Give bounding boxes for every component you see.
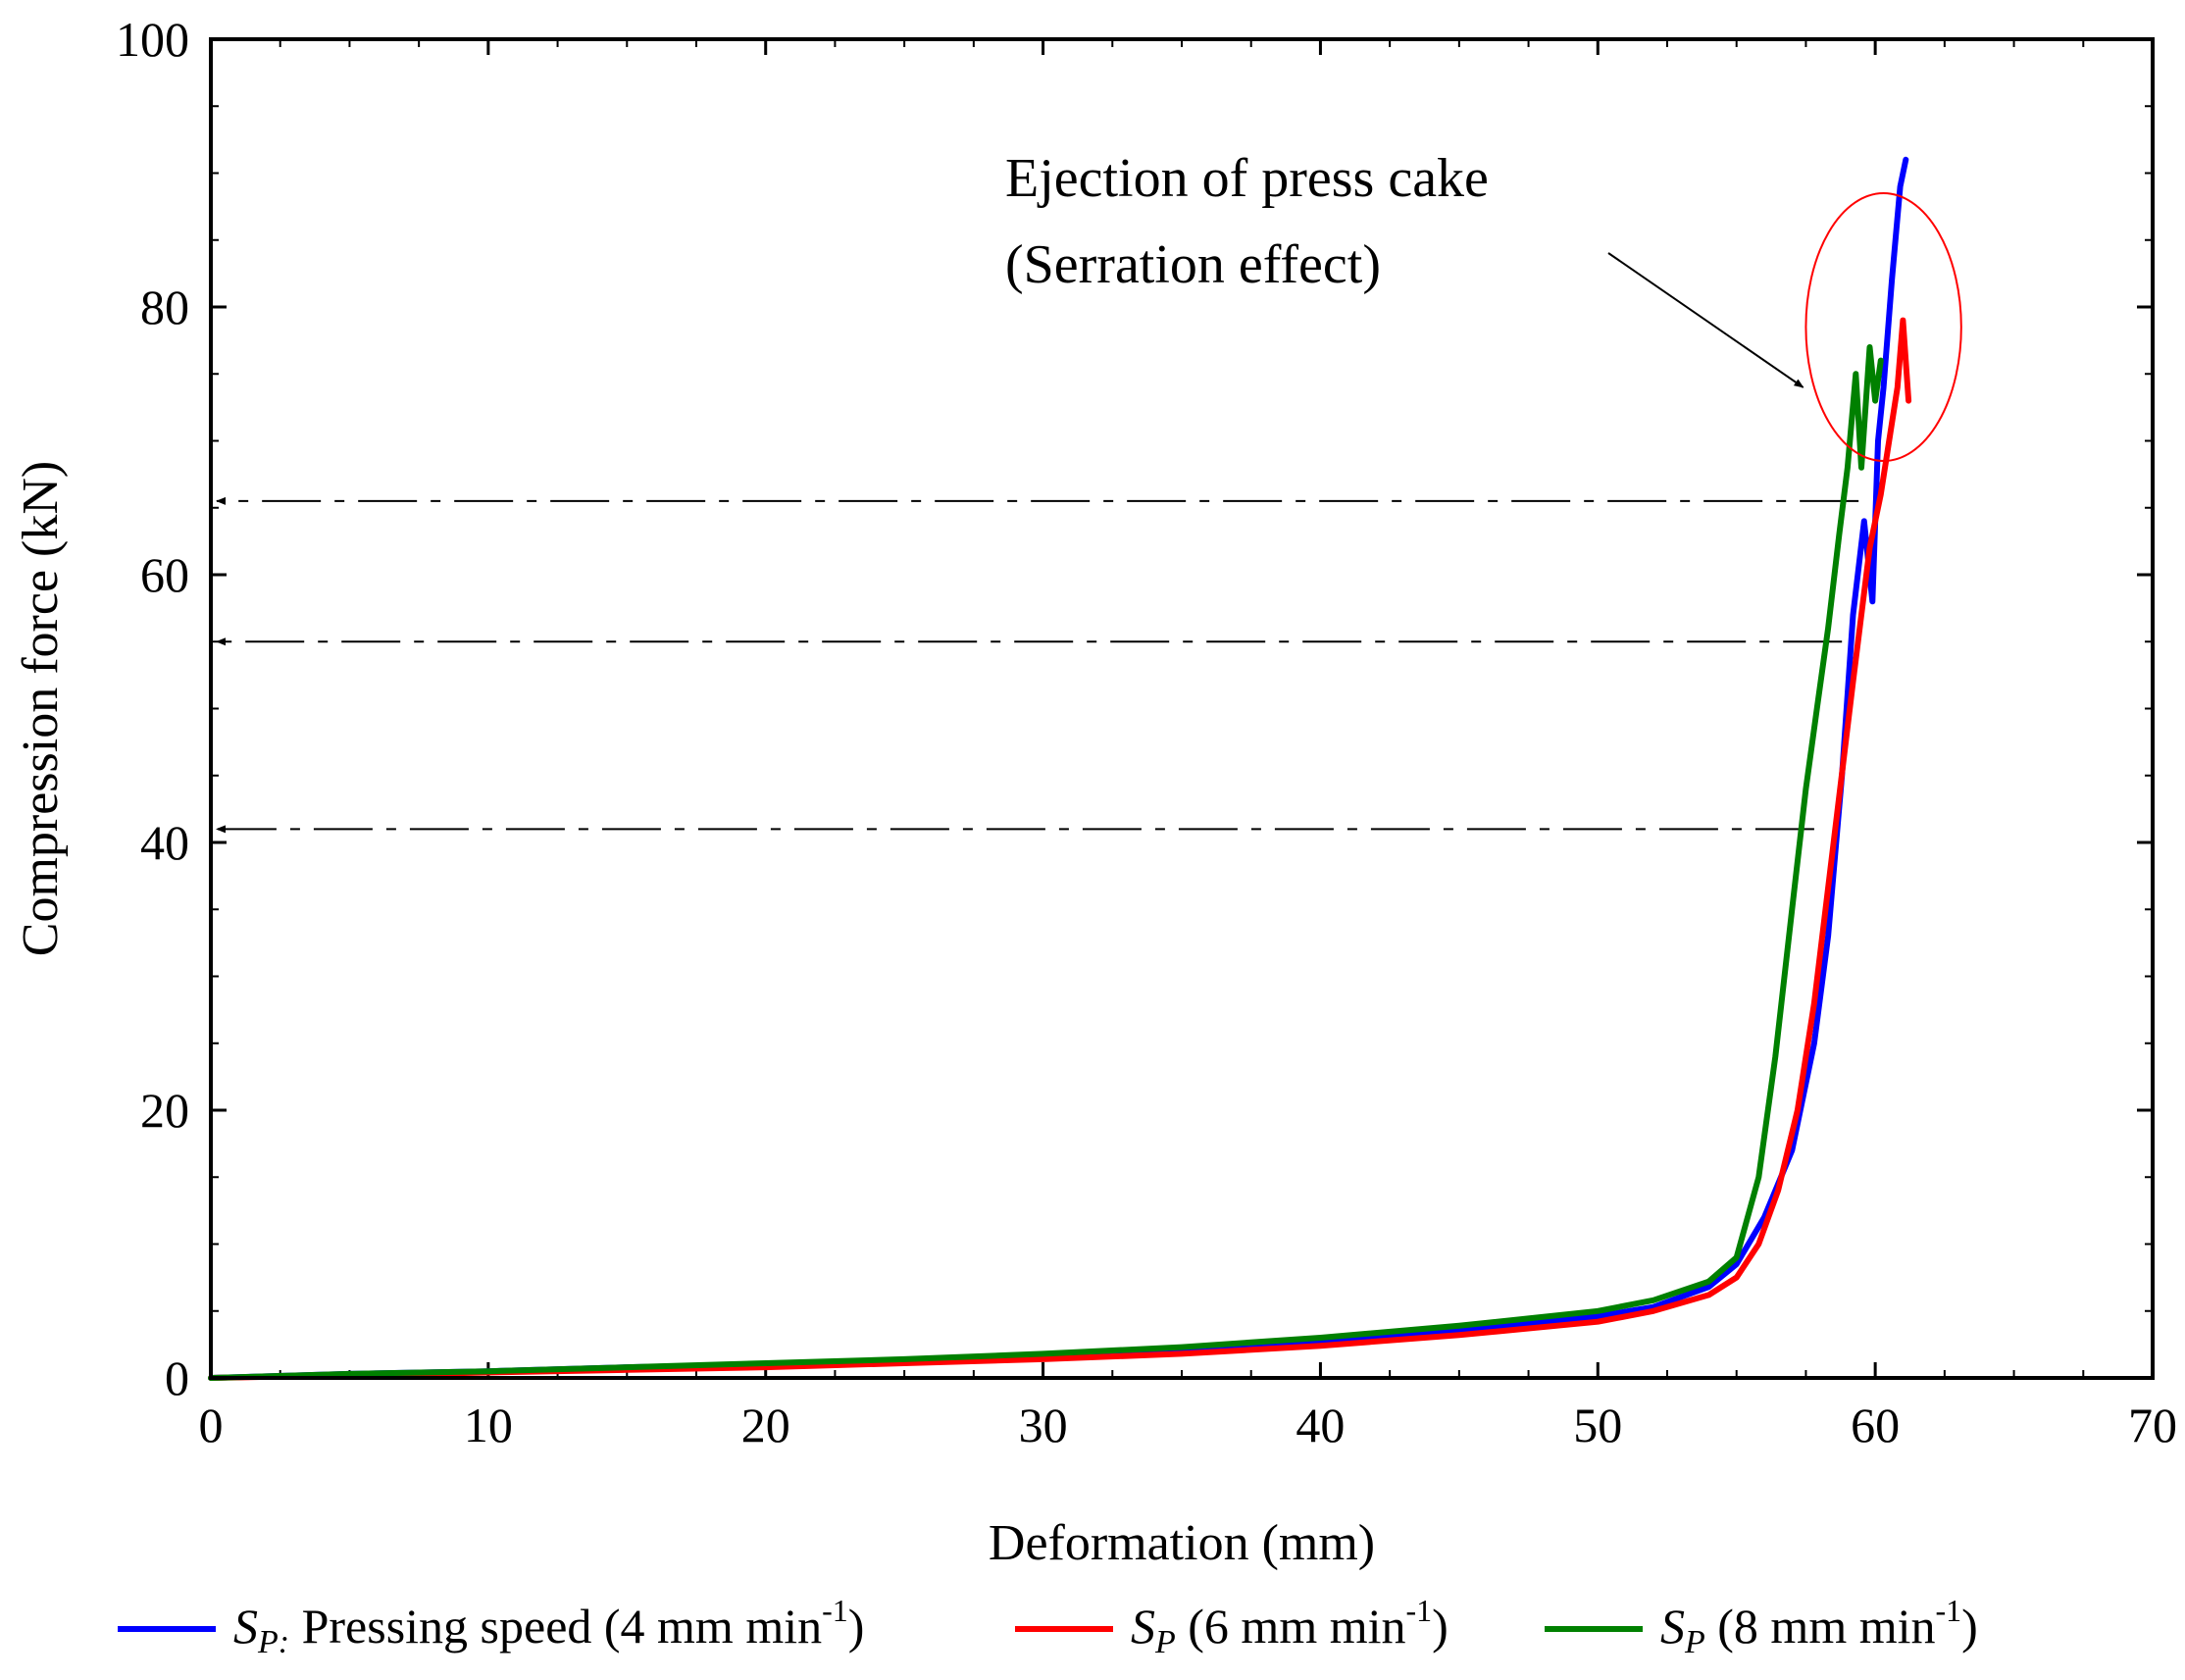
tick-labels: 0 10 20 30 40 50 60 70 0 20 40 60 80 100: [116, 12, 2177, 1452]
x-tick-label: 20: [741, 1398, 790, 1452]
legend: SP: Pressing speed (4 mm min-1) SP (6 mm …: [118, 1593, 1978, 1660]
annotation-arrow: [1607, 252, 1804, 388]
y-tick-label: 80: [140, 280, 189, 334]
legend-label: SP (6 mm min-1): [1131, 1593, 1448, 1660]
y-tick-label: 20: [140, 1083, 189, 1138]
highlight-ellipse: [1804, 191, 1962, 462]
plot-frame: [209, 37, 2155, 1380]
x-tick-label: 40: [1296, 1398, 1345, 1452]
x-tick-label: 30: [1019, 1398, 1068, 1452]
x-tick-label: 60: [1851, 1398, 1900, 1452]
x-tick-label: 0: [199, 1398, 224, 1452]
x-tick-label: 10: [464, 1398, 513, 1452]
y-tick-label: 60: [140, 547, 189, 602]
annotation: Ejection of press cake (Serration effect): [1005, 148, 1962, 462]
annotation-line-2: (Serration effect): [1005, 234, 1381, 295]
series-line: [208, 156, 1909, 1381]
legend-label: SP (8 mm min-1): [1660, 1593, 1978, 1660]
series-lines: [208, 156, 1912, 1381]
y-tick-label: 100: [116, 12, 189, 67]
reference-arrows: [216, 496, 1859, 834]
x-tick-label: 50: [1573, 1398, 1622, 1452]
y-tick-label: 0: [165, 1350, 189, 1405]
x-axis-title: Deformation (mm): [989, 1515, 1375, 1571]
annotation-line-1: Ejection of press cake: [1005, 148, 1489, 209]
y-axis-title: Compression force (kN): [13, 461, 69, 956]
series-line: [208, 344, 1884, 1381]
y-tick-label: 40: [140, 815, 189, 870]
series-line: [208, 317, 1912, 1381]
x-tick-label: 70: [2128, 1398, 2177, 1452]
legend-label: SP: Pressing speed (4 mm min-1): [233, 1593, 864, 1660]
